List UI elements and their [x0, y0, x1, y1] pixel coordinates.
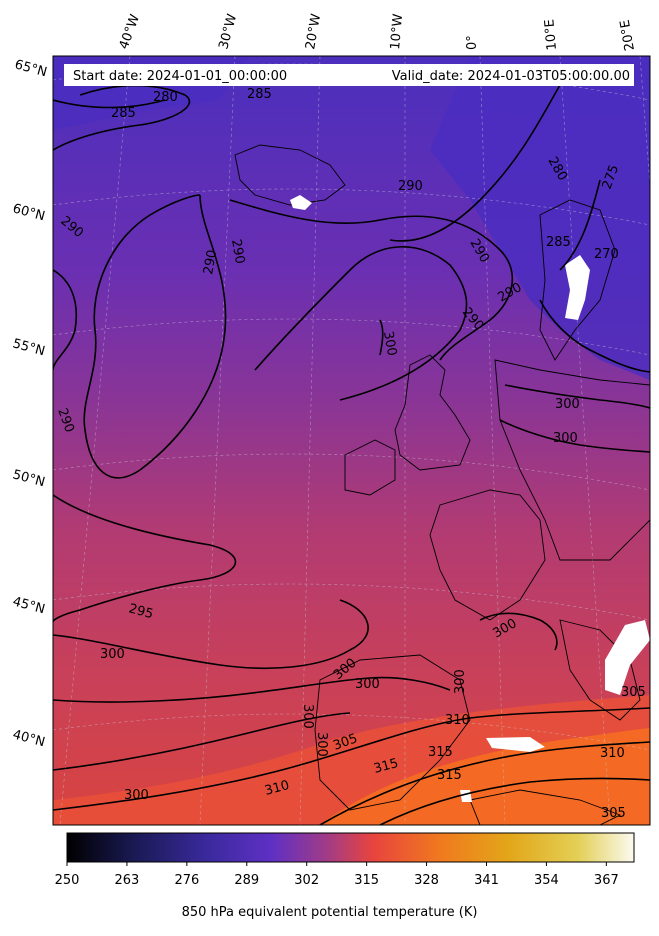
contour-label: 300	[355, 677, 380, 692]
colorbar-tick-label: 263	[115, 873, 140, 888]
coastlines	[234, 144, 650, 825]
contour-label: 270	[594, 247, 619, 262]
italy-coast	[559, 619, 641, 721]
header-band	[64, 64, 634, 86]
lon-label: 20°W	[303, 13, 324, 51]
lon-label: 10°E	[542, 19, 560, 51]
graticule	[53, 56, 650, 825]
lon-label: 0°	[465, 35, 480, 50]
contour-label: 290	[201, 249, 220, 276]
lon-label: 20°E	[618, 19, 638, 52]
contour-label: 305	[601, 806, 626, 821]
great-britain-coast	[394, 354, 471, 471]
ireland-coast	[344, 439, 396, 496]
valid-date-label: Valid_date: 2024-01-03T05:00:00.00	[392, 69, 630, 84]
lat-label: 50°N	[11, 467, 47, 490]
france-coast	[429, 489, 546, 621]
map-frame	[52, 55, 651, 826]
contour-label: 300	[300, 704, 315, 729]
contour-label: 300	[380, 330, 399, 357]
contour-label: 285	[546, 235, 571, 250]
map-panel: 280 285 285 290 290 290 290 290 290 290 …	[53, 56, 650, 825]
colorbar-tick-label: 328	[414, 873, 439, 888]
lon-label: 40°W	[117, 12, 143, 51]
lat-label: 65°N	[13, 57, 49, 80]
contour-label: 310	[445, 713, 470, 728]
contour-label: 300	[453, 669, 468, 694]
contour-label: 300	[555, 397, 580, 412]
contour-label: 305	[621, 685, 646, 700]
colorbar-tick-label: 354	[534, 873, 559, 888]
colorbar-tick-label: 289	[234, 873, 259, 888]
colorbar-tick-label: 367	[594, 873, 619, 888]
longitude-labels: 40°W 30°W 20°W 10°W 0° 10°E 20°E	[117, 12, 638, 52]
lon-label: 30°W	[216, 12, 240, 51]
lat-label: 40°N	[11, 727, 47, 750]
colorbar	[66, 832, 635, 863]
central-europe-coast	[494, 359, 650, 561]
iberia-coast	[314, 654, 471, 811]
contour-label: 290	[228, 238, 247, 265]
colorbar-tick-label: 315	[354, 873, 379, 888]
contour-labels: 280 285 285 290 290 290 290 290 290 290 …	[54, 87, 646, 821]
contour-label: 310	[263, 778, 291, 799]
hot-air-region	[320, 728, 650, 825]
contour-label: 300	[100, 647, 125, 662]
colorbar-tick-label: 276	[174, 873, 199, 888]
north-africa-coast	[469, 789, 622, 825]
contour-label: 300	[124, 788, 149, 803]
lat-label: 60°N	[11, 201, 47, 224]
contour-label: 290	[398, 179, 423, 194]
contour-label: 295	[127, 601, 155, 622]
start-date-label: Start date: 2024-01-01_00:00:00	[73, 69, 287, 84]
latitude-labels: 65°N 60°N 55°N 50°N 45°N 40°N	[11, 57, 49, 750]
colorbar-tick-label: 250	[55, 873, 80, 888]
colorbar-tick-label: 341	[474, 873, 499, 888]
colorbar-tick-label: 302	[294, 873, 319, 888]
contour-label: 310	[600, 746, 625, 761]
contour-label: 285	[247, 87, 272, 102]
contour-label: 280	[153, 90, 178, 105]
lat-label: 55°N	[11, 336, 47, 359]
colorbar-ticks: 250 263 276 289 302 315 328 341 354 367	[55, 862, 619, 888]
masked-areas	[290, 195, 650, 802]
lat-label: 45°N	[11, 594, 47, 617]
colorbar-title: 850 hPa equivalent potential temperature…	[181, 905, 478, 920]
iceland-coast	[234, 144, 346, 206]
contour-label: 300	[314, 732, 329, 757]
contour-label: 285	[111, 106, 136, 121]
contour-label: 315	[428, 745, 453, 760]
contour-label: 315	[437, 768, 462, 783]
lon-label: 10°W	[388, 13, 406, 50]
contour-label: 300	[553, 431, 578, 446]
contour-label: 315	[372, 756, 400, 777]
